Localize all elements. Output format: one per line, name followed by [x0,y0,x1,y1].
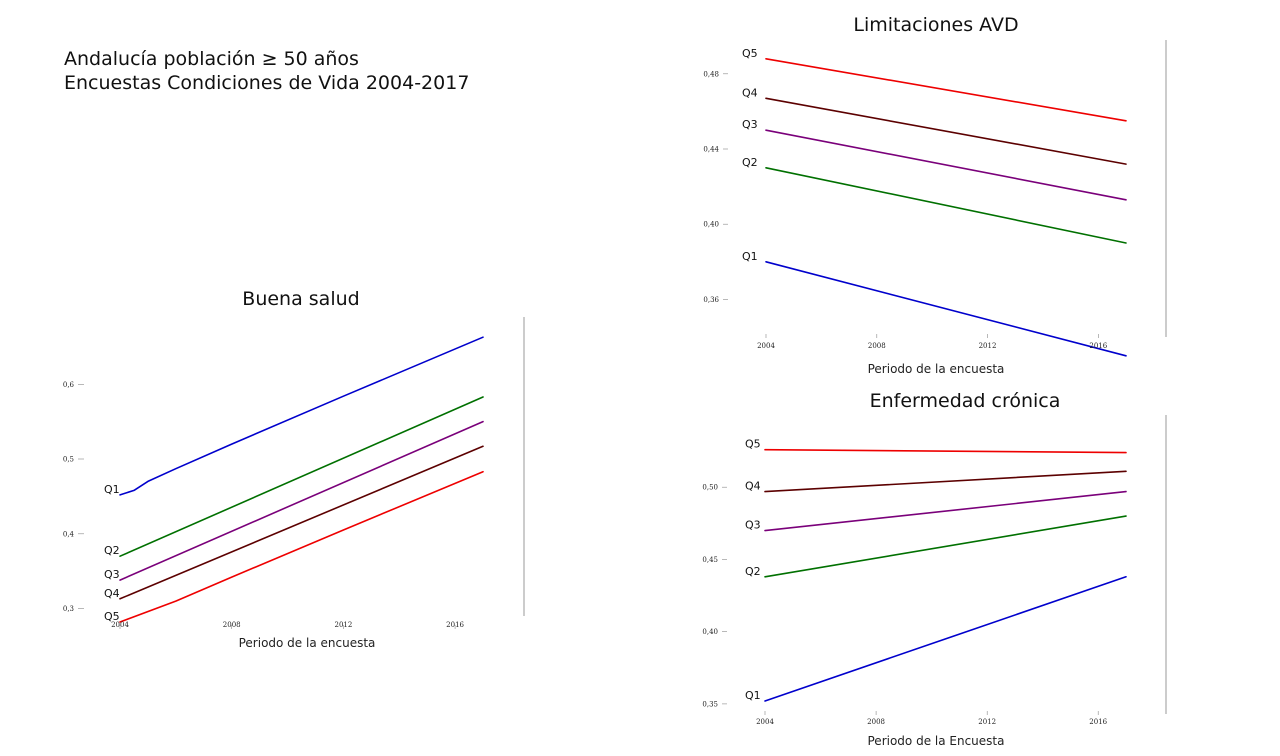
slide-title-line-1: Andalucía población ≥ 50 años [64,48,359,70]
series-label-q2: Q2 [745,565,761,578]
enfermedad-cronica-chart: Enfermedad crónica Q5 Q4 Q3 Q2 Q1 0,35 0,40 0,… [702,390,1167,748]
x-tick-label: 2016 [1089,342,1107,350]
series-label-q4: Q4 [745,480,761,493]
series-line-q1 [119,336,484,496]
series-label-q5: Q5 [104,610,120,623]
y-tick-label: 0,40 [703,221,719,229]
x-tick-label: 2004 [111,621,129,629]
series-label-q5: Q5 [745,438,761,451]
series-line-q2 [119,396,484,558]
series-label-q2: Q2 [742,156,758,169]
x-tick-label: 2004 [756,718,774,726]
series-line-q5 [764,448,1127,454]
x-tick-label: 2008 [868,342,886,350]
limitaciones-avd-chart: Limitaciones AVD Q5 Q4 Q3 Q2 Q1 0,36 0,40 0,44… [703,14,1167,376]
x-tick-label: 2016 [446,621,464,629]
series-line-q3 [764,490,1127,532]
x-tick-label: 2008 [223,621,241,629]
slide-title-line-2: Encuestas Condiciones de Vida 2004-2017 [64,72,470,94]
chart-title: Limitaciones AVD [853,14,1018,36]
series-line-q3 [765,129,1127,201]
series-line-q3 [119,420,484,581]
series-label-q4: Q4 [742,86,758,99]
buena-salud-chart: Buena salud Q1 Q2 Q3 Q4 Q5 0,3 0,4 0,5 0,6 2004… [63,288,525,650]
x-axis-label: Periodo de la Encuesta [868,734,1005,748]
series-label-q5: Q5 [742,47,758,60]
x-axis-label: Periodo de la encuesta [239,636,376,650]
y-tick-label: 0,5 [63,456,74,464]
series-label-q1: Q1 [742,250,758,263]
y-tick-label: 0,50 [702,484,718,492]
series-line-q2 [764,515,1127,578]
series-label-q4: Q4 [104,587,120,600]
series-line-q4 [119,445,484,600]
series-label-q1: Q1 [745,689,761,702]
series-label-q3: Q3 [745,519,761,532]
y-tick-label: 0,45 [702,556,718,564]
y-tick-label: 0,6 [63,381,75,389]
x-axis-label: Periodo de la encuesta [868,362,1005,376]
x-tick-label: 2012 [978,718,996,726]
y-tick-label: 0,48 [703,70,719,78]
chart-title: Buena salud [242,288,359,310]
series-label-q3: Q3 [742,118,758,131]
series-label-q1: Q1 [104,483,120,496]
y-tick-label: 0,40 [702,628,718,636]
series-line-q4 [765,97,1127,165]
y-tick-label: 0,36 [703,296,719,304]
series-line-q1 [764,576,1127,702]
series-line-q2 [765,167,1127,244]
x-tick-label: 2004 [757,342,775,350]
x-tick-label: 2012 [334,621,352,629]
x-tick-label: 2016 [1089,718,1107,726]
y-tick-label: 0,44 [703,146,719,154]
series-label-q3: Q3 [104,568,120,581]
slide-title: Andalucía población ≥ 50 años Encuestas … [64,47,469,95]
x-tick-label: 2008 [867,718,885,726]
x-tick-label: 2012 [979,342,997,350]
chart-title: Enfermedad crónica [870,390,1061,412]
series-label-q2: Q2 [104,544,120,557]
series-line-q1 [765,260,1127,357]
series-line-q5 [119,470,484,623]
y-tick-label: 0,4 [63,530,75,538]
y-tick-label: 0,3 [63,605,74,613]
y-tick-label: 0,35 [702,700,718,708]
series-line-q4 [764,470,1127,493]
series-line-q5 [765,57,1127,122]
